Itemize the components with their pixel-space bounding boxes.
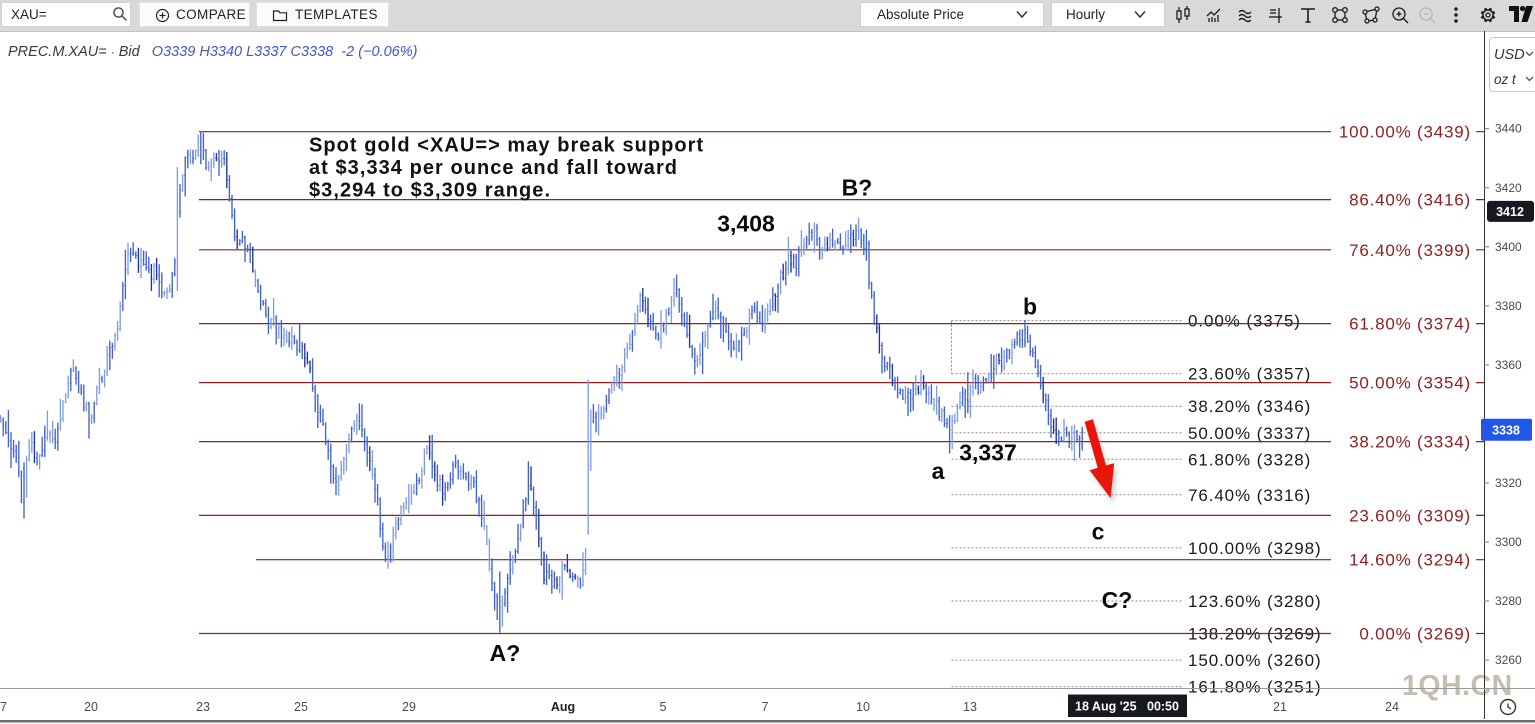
- svg-text:B?: B?: [842, 175, 873, 201]
- svg-text:3338: 3338: [1492, 423, 1520, 437]
- svg-text:c: c: [1092, 519, 1105, 545]
- svg-text:29: 29: [402, 700, 416, 714]
- svg-text:61.80% (3328): 61.80% (3328): [1188, 450, 1311, 469]
- svg-text:3380: 3380: [1495, 299, 1522, 313]
- svg-text:3440: 3440: [1495, 122, 1522, 136]
- svg-text:25: 25: [294, 700, 308, 714]
- svg-text:3320: 3320: [1495, 476, 1522, 490]
- svg-text:21: 21: [1273, 700, 1287, 714]
- svg-text:0.00% (3375): 0.00% (3375): [1188, 312, 1301, 331]
- svg-text:20: 20: [84, 700, 98, 714]
- svg-text:38.20% (3346): 38.20% (3346): [1188, 397, 1311, 416]
- svg-text:3260: 3260: [1495, 653, 1522, 667]
- svg-text:$3,294 to $3,309 range.: $3,294 to $3,309 range.: [309, 180, 551, 202]
- svg-text:76.40% (3399): 76.40% (3399): [1349, 241, 1471, 260]
- svg-text:Aug: Aug: [551, 700, 575, 714]
- svg-text:3280: 3280: [1495, 594, 1522, 608]
- svg-text:5: 5: [660, 700, 667, 714]
- svg-text:1QH.CN: 1QH.CN: [1402, 670, 1513, 702]
- svg-text:b: b: [1023, 294, 1037, 320]
- svg-text:USD: USD: [1494, 47, 1525, 63]
- svg-text:3400: 3400: [1495, 240, 1522, 254]
- svg-text:Spot gold <XAU=> may break sup: Spot gold <XAU=> may break support: [309, 135, 704, 157]
- svg-text:3,337: 3,337: [959, 440, 1017, 466]
- svg-text:A?: A?: [490, 640, 521, 666]
- svg-text:18 Aug '25 00:50: 18 Aug '25 00:50: [1075, 700, 1179, 714]
- svg-text:3360: 3360: [1495, 358, 1522, 372]
- svg-text:3,408: 3,408: [717, 211, 775, 237]
- svg-text:61.80% (3374): 61.80% (3374): [1349, 315, 1471, 334]
- svg-text:24: 24: [1385, 700, 1399, 714]
- svg-text:a: a: [932, 458, 945, 484]
- svg-text:23.60% (3357): 23.60% (3357): [1188, 365, 1311, 384]
- svg-text:C?: C?: [1102, 587, 1133, 613]
- svg-text:76.40% (3316): 76.40% (3316): [1188, 486, 1311, 505]
- svg-text:123.60% (3280): 123.60% (3280): [1188, 592, 1322, 611]
- svg-text:3412: 3412: [1496, 205, 1524, 219]
- svg-text:100.00% (3298): 100.00% (3298): [1188, 539, 1322, 558]
- svg-text:10: 10: [856, 700, 870, 714]
- svg-text:100.00% (3439): 100.00% (3439): [1339, 123, 1471, 142]
- svg-text:23: 23: [196, 700, 210, 714]
- svg-text:14.60% (3294): 14.60% (3294): [1349, 551, 1471, 570]
- svg-text:38.20% (3334): 38.20% (3334): [1349, 433, 1471, 452]
- svg-text:13: 13: [963, 700, 977, 714]
- svg-text:3420: 3420: [1495, 181, 1522, 195]
- svg-text:50.00% (3354): 50.00% (3354): [1349, 374, 1471, 393]
- svg-text:3300: 3300: [1495, 535, 1522, 549]
- svg-text:23.60% (3309): 23.60% (3309): [1349, 506, 1471, 525]
- svg-text:7: 7: [762, 700, 769, 714]
- svg-text:oz t: oz t: [1494, 72, 1517, 87]
- svg-text:150.00% (3260): 150.00% (3260): [1188, 651, 1322, 670]
- svg-text:50.00% (3337): 50.00% (3337): [1188, 424, 1311, 443]
- svg-text:at $3,334 per ounce and fall t: at $3,334 per ounce and fall toward: [309, 157, 678, 179]
- svg-text:17: 17: [0, 700, 7, 714]
- svg-text:161.80% (3251): 161.80% (3251): [1188, 678, 1322, 697]
- svg-text:86.40% (3416): 86.40% (3416): [1349, 191, 1471, 210]
- svg-text:0.00% (3269): 0.00% (3269): [1359, 625, 1471, 644]
